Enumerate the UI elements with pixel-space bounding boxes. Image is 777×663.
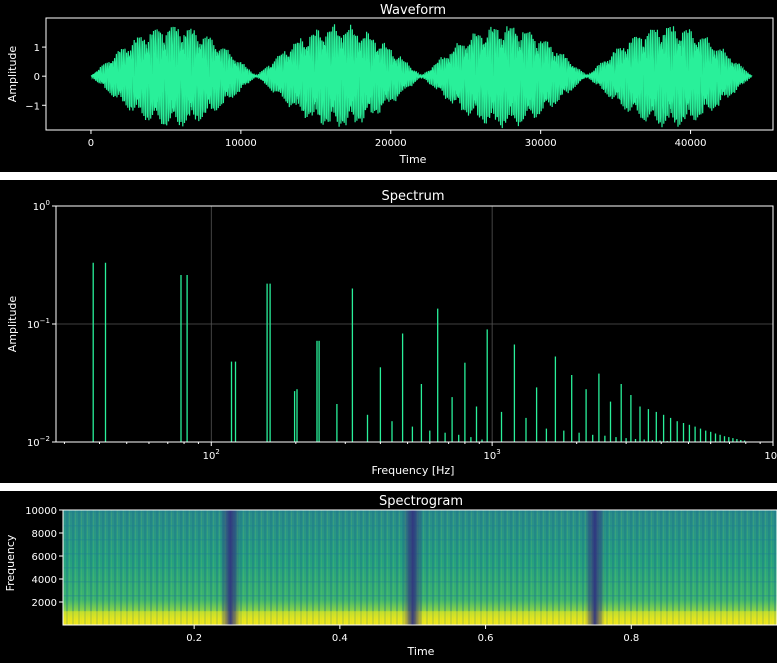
spectrogram-ytick-label: 2000 [32,598,57,609]
spectrogram-ytick-label: 4000 [32,575,57,586]
spectrum-xtick-label: 103 [484,448,501,462]
spectrum-xtick-label: 102 [203,448,220,462]
spectrogram-xlabel: Time [407,645,435,658]
waveform-xtick-label: 20000 [375,138,407,149]
spectrum-ytick-label: 100 [33,199,50,213]
spectrum-xtick-label: 104 [764,448,777,462]
spectrogram-xtick-label: 0.4 [332,633,348,644]
spectrogram-xtick-label: 0.8 [623,633,639,644]
spectrum-ytick-label: 10−2 [27,435,50,449]
spectrum-ticks: 102 103 104 100 10−1 10−2 [27,199,777,462]
spectrogram-ylabel: Frequency [4,534,17,591]
waveform-ylabel: Amplitude [6,46,19,103]
waveform-axes-frame [45,17,774,131]
spectrogram-dark-band [220,510,241,625]
waveform-xtick-label: 30000 [525,138,557,149]
spectrum-chart: Spectrum 102 103 104 100 10−1 10−2 Frequency … [6,189,777,477]
spectrogram-chart: Spectrogram 0.2 0.4 0.6 0.8 10000 8000 6000 400… [4,494,777,658]
spectrogram-image [62,509,777,626]
spectrum-ylabel: Amplitude [6,296,19,353]
spectrogram-ytick-label: 10000 [25,506,57,517]
spectrogram-ytick-label: 8000 [32,529,57,540]
waveform-ticks: 0 10000 20000 30000 40000 1 0 −1 [25,43,706,149]
waveform-plot-area [90,24,753,129]
spectrum-ytick-label: 10−1 [27,317,50,331]
spectrum-plot-area [92,262,746,442]
spectrum-grid [56,206,773,442]
waveform-ytick-label: −1 [25,101,40,112]
spectrogram-dark-band [402,510,423,625]
spectrum-title: Spectrum [382,189,445,204]
waveform-ytick-label: 0 [34,72,40,83]
waveform-series-line [90,24,753,129]
spectrogram-title: Spectrogram [379,494,463,509]
waveform-ytick-label: 1 [34,43,40,54]
waveform-xtick-label: 0 [88,138,94,149]
spectrum-xlabel: Frequency [Hz] [372,464,455,477]
waveform-xtick-label: 10000 [225,138,257,149]
spectrogram-dark-band [584,510,605,625]
waveform-title: Waveform [380,3,446,18]
spectrogram-axes-frame [62,509,777,626]
spectrum-panel: Spectrum 102 103 104 100 10−1 10−2 Frequency … [0,180,777,483]
spectrogram-xtick-label: 0.2 [186,633,202,644]
waveform-xtick-label: 40000 [675,138,707,149]
spectrogram-panel: Spectrogram 0.2 0.4 0.6 0.8 10000 8000 6000 400… [0,491,777,663]
waveform-panel: Waveform 0 10000 20000 30000 40000 1 0 −1 Time … [0,0,777,172]
spectrogram-ticks: 0.2 0.4 0.6 0.8 10000 8000 6000 4000 2000 [25,506,639,644]
waveform-xlabel: Time [399,153,427,166]
spectrogram-xtick-label: 0.6 [478,633,494,644]
spectrogram-ytick-label: 6000 [32,552,57,563]
